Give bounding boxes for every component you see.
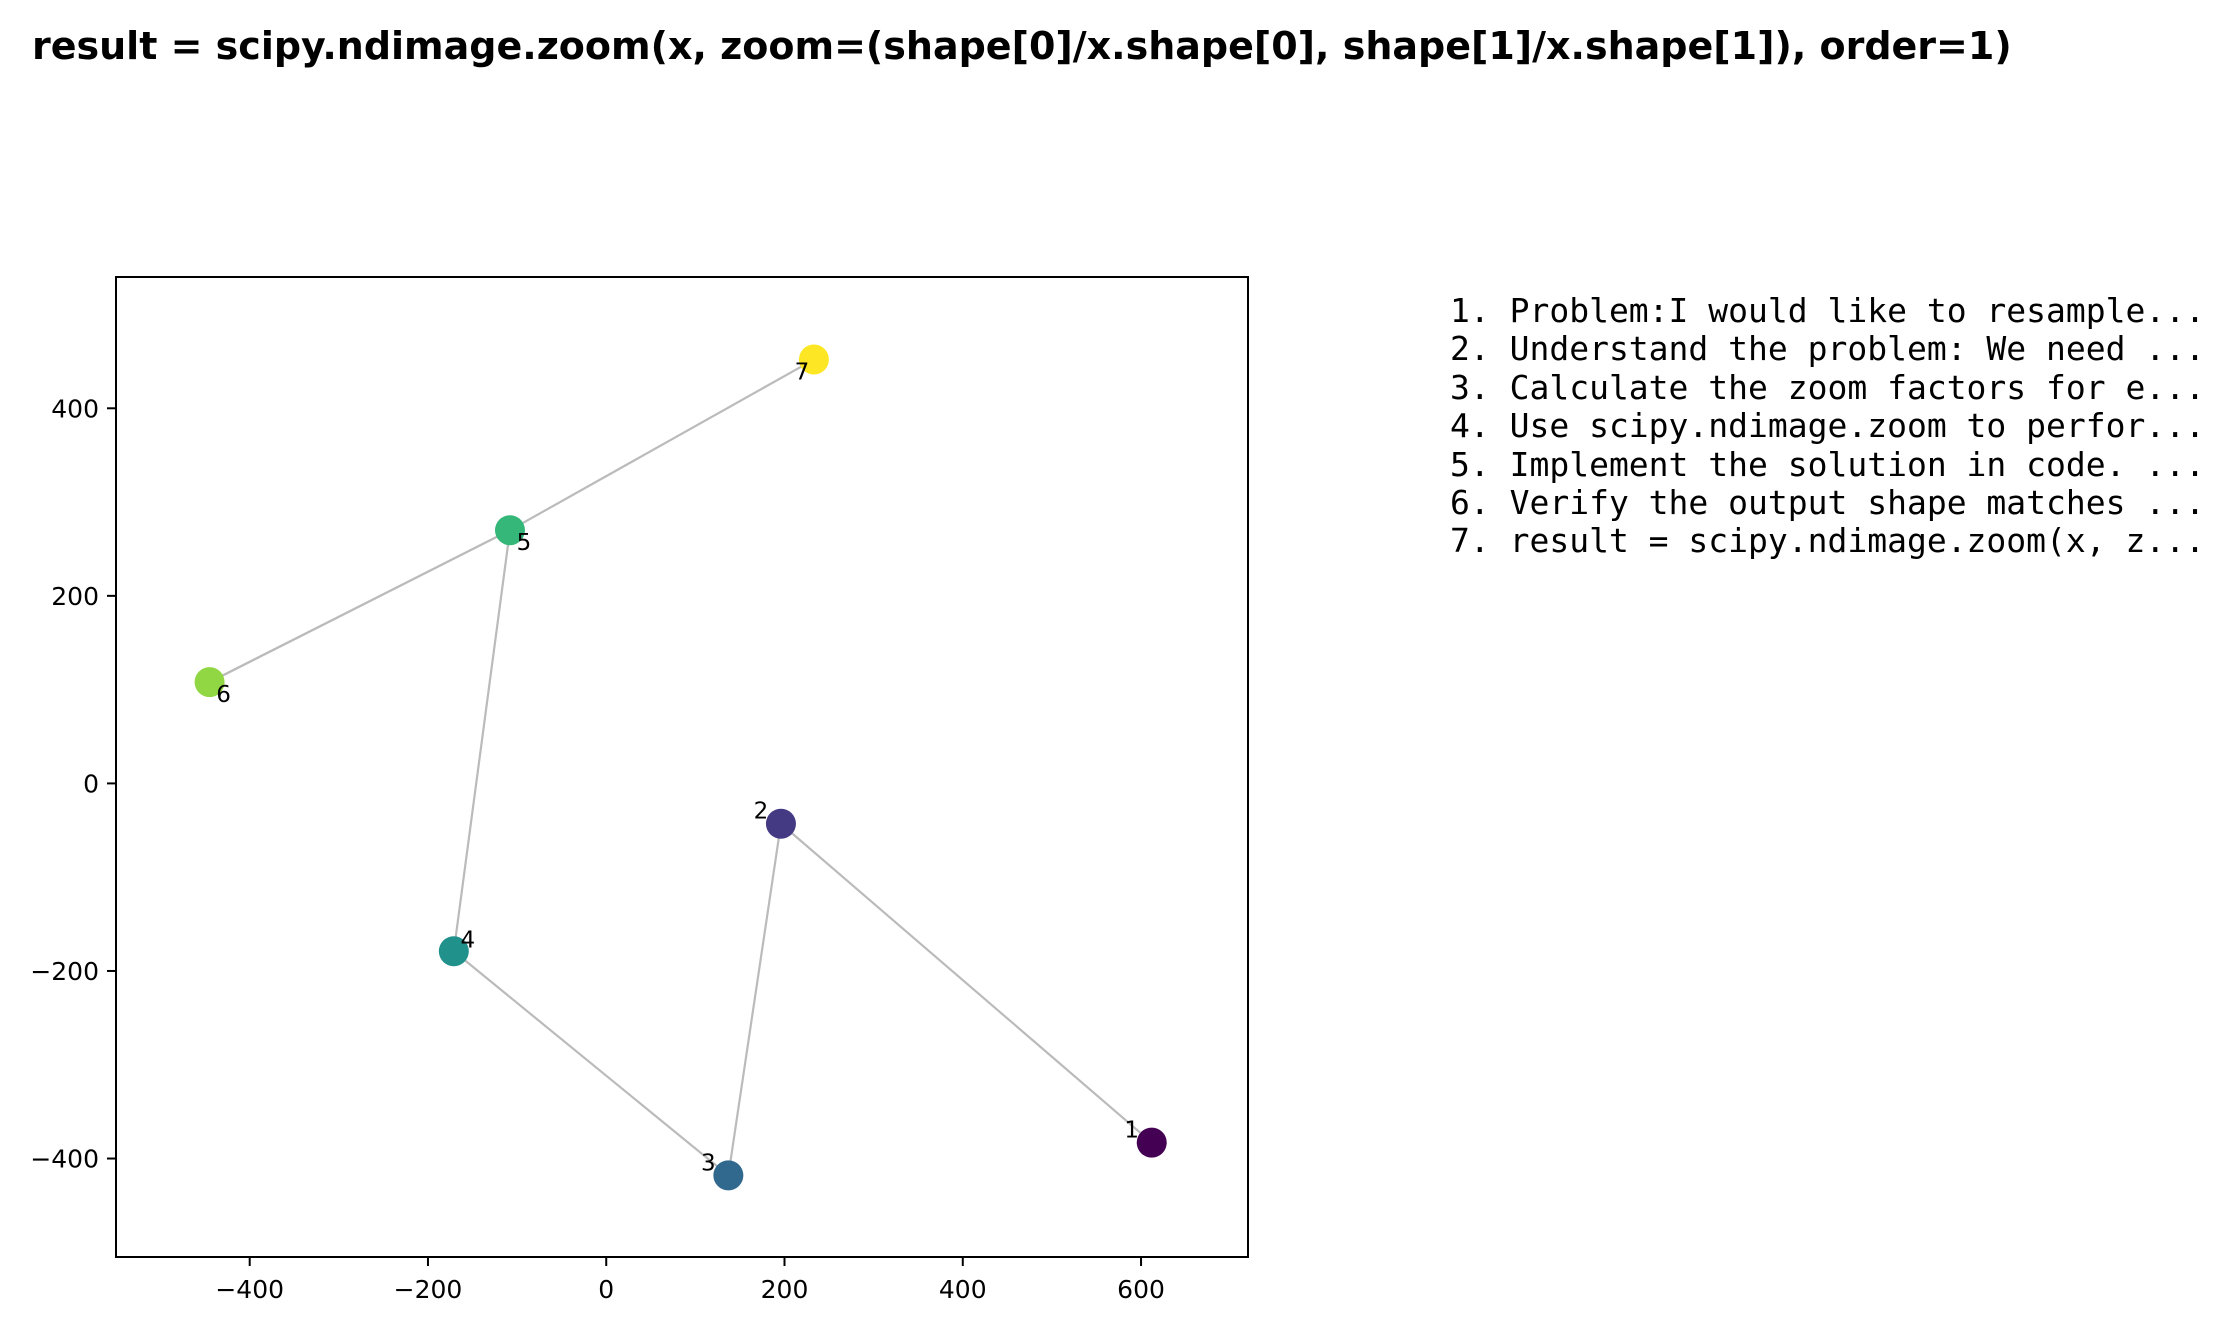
plot-frame (115, 276, 1249, 1258)
data-point (1136, 1127, 1167, 1158)
steps-list: 1. Problem:I would like to resample... 2… (1450, 291, 2205, 561)
step-item: 7. result = scipy.ndimage.zoom(x, z... (1450, 521, 2205, 561)
data-point (798, 344, 829, 375)
y-tick-label: −400 (30, 1145, 99, 1174)
connection-lines (209, 358, 1153, 1177)
path-segment (780, 822, 1153, 1144)
x-tick-label: 400 (939, 1275, 987, 1304)
y-axis: −400 −200 0 200 400 (30, 394, 116, 1174)
figure-title: result = scipy.ndimage.zoom(x, zoom=(sha… (32, 24, 2012, 68)
point-label: 2 (754, 799, 769, 825)
point-label: 5 (517, 530, 532, 556)
step-item: 3. Calculate the zoom factors for e... (1450, 367, 2205, 407)
y-tick-label: 200 (51, 582, 99, 611)
data-point (713, 1160, 744, 1191)
step-item: 1. Problem:I would like to resample... (1450, 291, 2205, 330)
point-label: 1 (1124, 1118, 1139, 1144)
point-label: 6 (216, 682, 231, 708)
y-tick-label: 0 (83, 769, 99, 798)
point-label: 4 (460, 927, 475, 953)
data-point (494, 515, 525, 546)
path-segment (453, 950, 730, 1177)
step-item: 6. Verify the output shape matches ... (1450, 483, 2205, 523)
x-axis: −400 −200 0 200 400 600 (215, 1257, 1165, 1304)
step-item: 5. Implement the solution in code. ... (1450, 444, 2205, 484)
x-tick-label: 600 (1117, 1275, 1165, 1304)
x-tick-label: 0 (598, 1275, 614, 1304)
path-segment (452, 530, 512, 952)
data-point (765, 808, 796, 839)
path-segment (209, 529, 511, 684)
path-segment (727, 823, 783, 1176)
point-label: 7 (795, 360, 810, 386)
data-points (194, 344, 1167, 1191)
path-segment (509, 358, 815, 532)
data-point (438, 936, 469, 967)
x-tick-label: −200 (394, 1275, 463, 1304)
step-item: 4. Use scipy.ndimage.zoom to perfor... (1450, 406, 2205, 446)
point-labels: 1 2 3 4 5 6 7 (216, 360, 1139, 1177)
data-point (194, 667, 225, 698)
y-tick-label: 400 (51, 394, 99, 423)
x-tick-label: 200 (761, 1275, 809, 1304)
x-tick-label: −400 (215, 1275, 284, 1304)
step-item: 2. Understand the problem: We need ... (1450, 329, 2205, 369)
y-tick-label: −200 (30, 957, 99, 986)
point-label: 3 (701, 1150, 716, 1176)
